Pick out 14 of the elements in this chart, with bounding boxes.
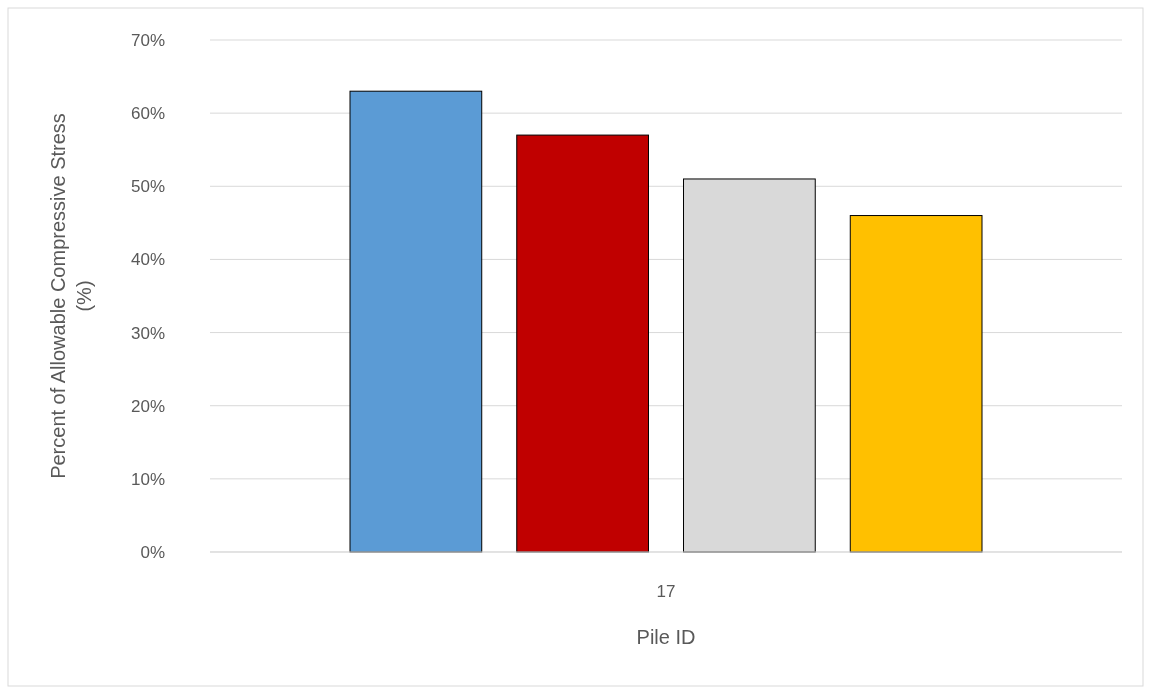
y-axis-title: Percent of Allowable Compressive Stress (%) xyxy=(47,113,95,479)
y-tick-label: 70% xyxy=(130,30,165,50)
y-tick-label: 50% xyxy=(130,177,165,197)
y-tick-label: 60% xyxy=(130,104,165,124)
y-tick-label: 0% xyxy=(140,542,165,562)
y-tick-label: 20% xyxy=(130,396,165,416)
x-axis-title: Pile ID xyxy=(636,626,696,648)
y-tick-label: 10% xyxy=(130,469,165,489)
bar xyxy=(849,215,983,553)
x-tick-label: 17 xyxy=(656,582,676,601)
bar xyxy=(516,134,649,553)
y-tick-label: 30% xyxy=(130,323,165,343)
bar xyxy=(349,90,483,553)
y-tick-label: 40% xyxy=(130,250,165,270)
